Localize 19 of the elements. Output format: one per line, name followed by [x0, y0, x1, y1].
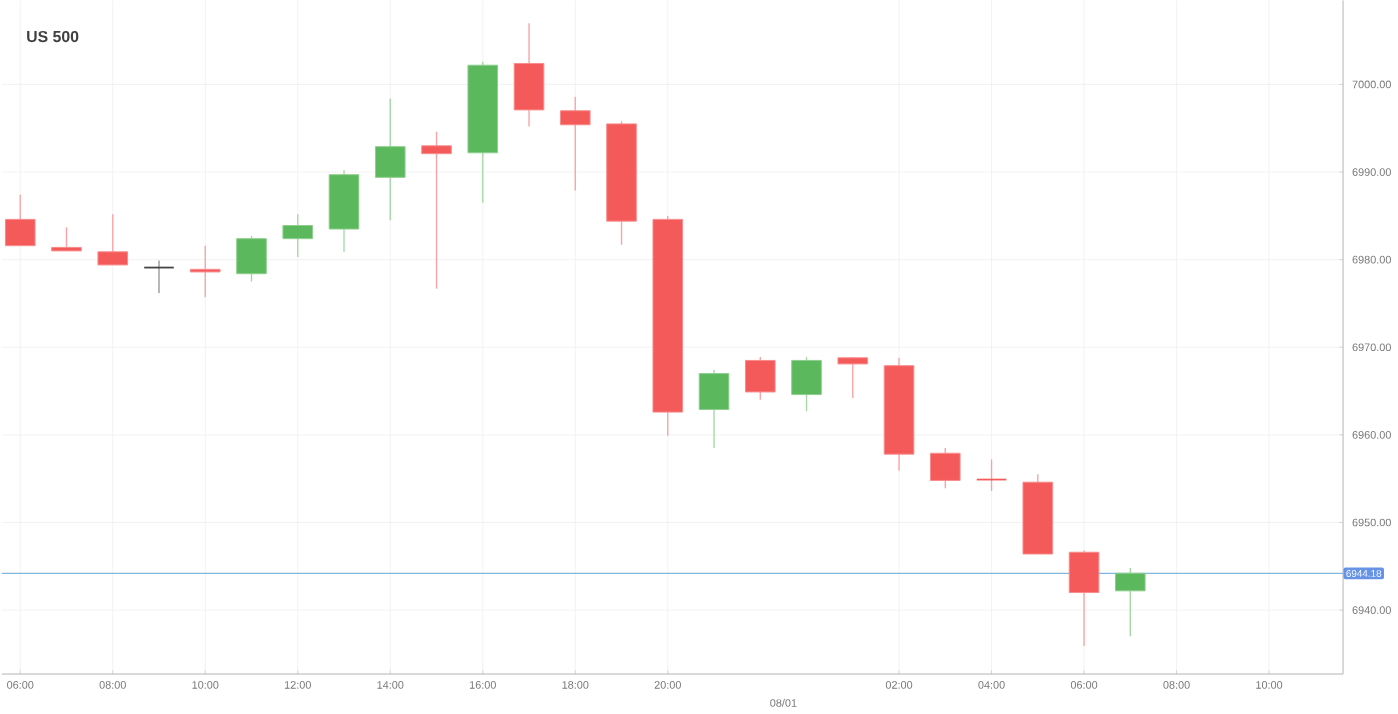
candlestick [837, 356, 869, 400]
candlestick [282, 213, 314, 259]
candlestick [975, 459, 1008, 492]
candlestick [4, 194, 36, 247]
candlestick [421, 131, 452, 290]
candlestick [513, 22, 545, 128]
candlestick [791, 356, 822, 413]
candlestick [189, 245, 221, 299]
candlestick [744, 356, 776, 401]
candlestick [236, 235, 267, 283]
candlestick [929, 447, 961, 490]
candlestick [1068, 550, 1100, 647]
candlestick [51, 226, 82, 252]
candlestick [374, 98, 406, 222]
candlestick [559, 96, 591, 192]
candlestick [143, 260, 175, 294]
candlestick [1114, 567, 1146, 638]
candlestick [698, 369, 730, 449]
candlestick [97, 213, 129, 266]
